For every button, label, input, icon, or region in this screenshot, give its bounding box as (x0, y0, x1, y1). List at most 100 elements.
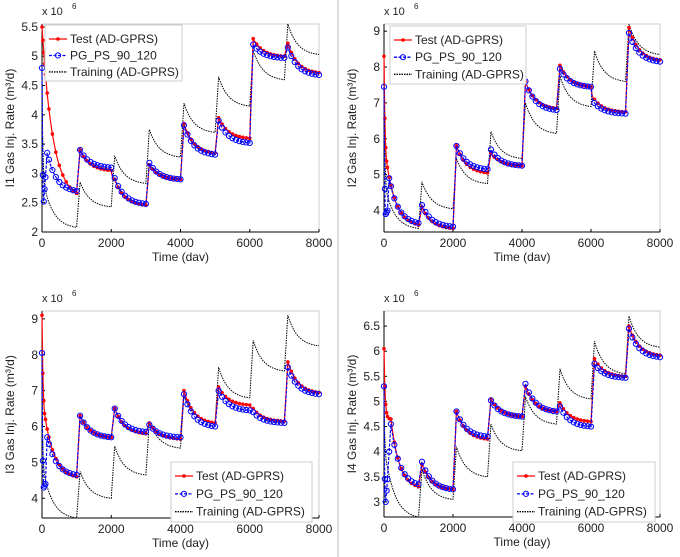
pg-ps-data-point (167, 174, 174, 182)
pg-ps-data-point (270, 418, 278, 426)
y-axis-label: I2 Gas Inj. Rate (m³/d) (345, 69, 359, 188)
y-tick-label: 5 (373, 394, 380, 408)
pg-ps-data-point (135, 199, 143, 206)
pg-ps-data-point (246, 139, 253, 147)
pg-ps-data-point (622, 374, 629, 381)
pg-ps-data-point (467, 161, 474, 168)
pg-ps-data-point (198, 419, 205, 426)
test-data-point (237, 401, 242, 406)
pg-ps-data-point (650, 352, 657, 360)
test-data-point (57, 163, 62, 168)
legend-label: Training (AD-GPRS) (196, 505, 305, 519)
axis-exponent: 6 (72, 289, 77, 298)
pg-ps-data-point (239, 406, 246, 413)
pg-ps-data-point (305, 388, 312, 396)
pg-ps-data-point (40, 198, 47, 205)
pg-ps-data-point (398, 464, 405, 472)
y-tick-label: 7 (373, 96, 380, 110)
pg-ps-data-point (612, 109, 619, 116)
pg-ps-data-point (560, 71, 567, 78)
legend-label: Training (AD-GPRS) (415, 67, 524, 81)
x-tick-label: 2000 (440, 236, 467, 250)
pg-ps-data-point (312, 71, 319, 78)
pg-ps-data-point (63, 184, 70, 191)
pg-ps-data-point (49, 451, 56, 458)
pg-ps-data-point (218, 393, 226, 400)
test-data-point (578, 418, 583, 422)
x-tick-label: 6000 (578, 236, 605, 250)
pg-ps-data-point (567, 77, 574, 85)
y-tick-label: 6 (373, 132, 380, 146)
pg-ps-data-point (422, 467, 429, 474)
chart-panel-4: 0 2000 4000 6000 8000 3 3.5 4 4.5 5 5.5 6 6.5 x 10 6 Ti… (345, 289, 674, 549)
pg-ps-data-point (584, 83, 591, 90)
pg-ps-data-point (229, 135, 236, 142)
y-tick-label: 7 (31, 384, 38, 398)
pg-ps-data-point (173, 175, 181, 183)
y-axis-label: I3 Gas Inj. Rate (m³/d) (3, 355, 17, 474)
x-axis-label: Time (day) (494, 535, 551, 549)
pg-ps-data-point (42, 480, 49, 488)
pg-ps-data-point (118, 188, 125, 195)
pg-ps-data-point (191, 413, 198, 420)
pg-ps-data-point (302, 68, 309, 75)
test-data-point (627, 25, 631, 30)
test-data-point (286, 41, 290, 46)
pg-ps-data-point (501, 159, 508, 166)
pg-ps-data-point (391, 441, 398, 448)
pg-ps-data-point (594, 365, 602, 372)
pg-ps-data-point (522, 380, 529, 387)
pg-ps-data-point (391, 195, 398, 202)
pg-ps-data-point (139, 200, 146, 207)
pg-ps-data-point (250, 409, 257, 416)
pg-ps-data-point (173, 433, 181, 441)
pg-ps-data-point (505, 160, 512, 167)
pg-ps-data-point (456, 416, 463, 423)
pg-ps-data-point (474, 164, 481, 171)
pg-ps-data-point (605, 371, 612, 378)
test-data-point (385, 165, 390, 170)
test-data-point (382, 346, 386, 351)
chart-panel-3: 0 2000 4000 6000 8000 4 5 6 7 8 9 x 10 6 Time (day) I3… (3, 289, 333, 550)
pg-ps-data-point (284, 44, 291, 51)
pg-ps-data-point (584, 423, 591, 430)
series-line-training (383, 23, 661, 229)
series-line-test (41, 315, 320, 478)
pg-ps-data-point (381, 185, 388, 192)
pg-ps-data-point (460, 155, 467, 162)
pg-ps-data-point (601, 370, 608, 377)
pg-ps-data-point (291, 378, 298, 385)
pg-ps-data-point (382, 498, 389, 506)
y-tick-label: 5 (31, 455, 38, 469)
pg-ps-data-point (160, 172, 167, 179)
pg-ps-data-point (436, 482, 443, 489)
pg-ps-data-point (539, 103, 546, 110)
pg-ps-data-point (515, 162, 522, 169)
pg-ps-data-point (443, 222, 450, 229)
pg-ps-data-point (577, 82, 584, 89)
pg-ps-data-point (656, 354, 664, 361)
pg-ps-data-point (215, 117, 222, 124)
test-data-point (241, 402, 245, 407)
test-data-point (42, 411, 47, 416)
test-data-point (389, 417, 393, 421)
pg-ps-data-point (308, 70, 316, 77)
pg-ps-data-point (439, 484, 446, 491)
test-data-point (41, 38, 45, 43)
test-data-point (241, 135, 245, 140)
pg-ps-data-point (222, 129, 229, 136)
pg-ps-data-point (288, 52, 295, 60)
pg-ps-data-point (44, 149, 51, 157)
pg-ps-data-point (187, 408, 194, 415)
x-tick-label: 4000 (509, 236, 536, 250)
pg-ps-data-point (153, 428, 160, 435)
legend-label: Training (AD-GPRS) (70, 65, 179, 79)
pg-ps-data-point (401, 471, 408, 478)
pg-ps-data-point (108, 164, 115, 171)
pg-ps-data-point (449, 223, 457, 230)
pg-ps-data-point (470, 163, 477, 170)
pg-ps-data-point (208, 151, 215, 158)
y-tick-label: 4.5 (21, 79, 38, 93)
legend-label: PG_PS_90_120 (538, 487, 625, 501)
y-tick-label: 4 (31, 491, 38, 505)
